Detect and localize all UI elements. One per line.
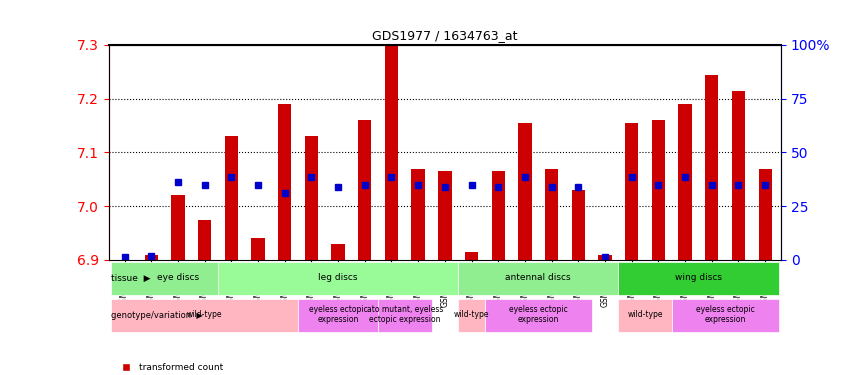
Text: leg discs: leg discs: [319, 273, 358, 282]
Bar: [305, 136, 318, 260]
Bar: [705, 75, 719, 260]
FancyBboxPatch shape: [298, 298, 378, 332]
Bar: [679, 104, 692, 260]
Bar: [278, 104, 292, 260]
Bar: [385, 45, 398, 260]
Bar: [252, 238, 265, 260]
Bar: [598, 255, 612, 260]
Bar: [225, 136, 238, 260]
Bar: [171, 195, 185, 260]
Text: eyeless ectopic
expression: eyeless ectopic expression: [309, 305, 367, 324]
Text: wing discs: wing discs: [675, 273, 722, 282]
FancyBboxPatch shape: [111, 262, 245, 295]
Text: wild-type: wild-type: [454, 310, 490, 319]
Bar: [438, 171, 451, 260]
Text: genotype/variation  ▶: genotype/variation ▶: [111, 311, 203, 320]
FancyBboxPatch shape: [378, 298, 431, 332]
Text: eyeless ectopic
expression: eyeless ectopic expression: [509, 305, 568, 324]
FancyBboxPatch shape: [672, 298, 779, 332]
Bar: [145, 255, 158, 260]
Bar: [572, 190, 585, 260]
Bar: [198, 220, 211, 260]
Text: wild-type: wild-type: [187, 310, 222, 319]
Bar: [358, 120, 372, 260]
FancyBboxPatch shape: [111, 298, 298, 332]
Bar: [732, 91, 745, 260]
FancyBboxPatch shape: [618, 298, 672, 332]
Text: wild-type: wild-type: [628, 310, 663, 319]
Bar: [465, 252, 478, 260]
FancyBboxPatch shape: [458, 298, 485, 332]
FancyBboxPatch shape: [458, 262, 618, 295]
Text: eye discs: eye discs: [157, 273, 199, 282]
Title: GDS1977 / 1634763_at: GDS1977 / 1634763_at: [372, 30, 517, 42]
Bar: [518, 123, 531, 260]
FancyBboxPatch shape: [218, 262, 458, 295]
FancyBboxPatch shape: [618, 262, 779, 295]
Text: eyeless ectopic
expression: eyeless ectopic expression: [696, 305, 754, 324]
Bar: [652, 120, 665, 260]
Legend: transformed count, percentile rank within the sample: transformed count, percentile rank withi…: [113, 360, 296, 375]
Bar: [411, 168, 424, 260]
Text: tissue  ▶: tissue ▶: [111, 274, 151, 283]
Bar: [491, 171, 505, 260]
Bar: [625, 123, 638, 260]
Bar: [545, 168, 558, 260]
Text: ato mutant, eyeless
ectopic expression: ato mutant, eyeless ectopic expression: [366, 305, 443, 324]
Bar: [759, 168, 772, 260]
Text: antennal discs: antennal discs: [505, 273, 571, 282]
Bar: [332, 244, 345, 260]
FancyBboxPatch shape: [485, 298, 592, 332]
